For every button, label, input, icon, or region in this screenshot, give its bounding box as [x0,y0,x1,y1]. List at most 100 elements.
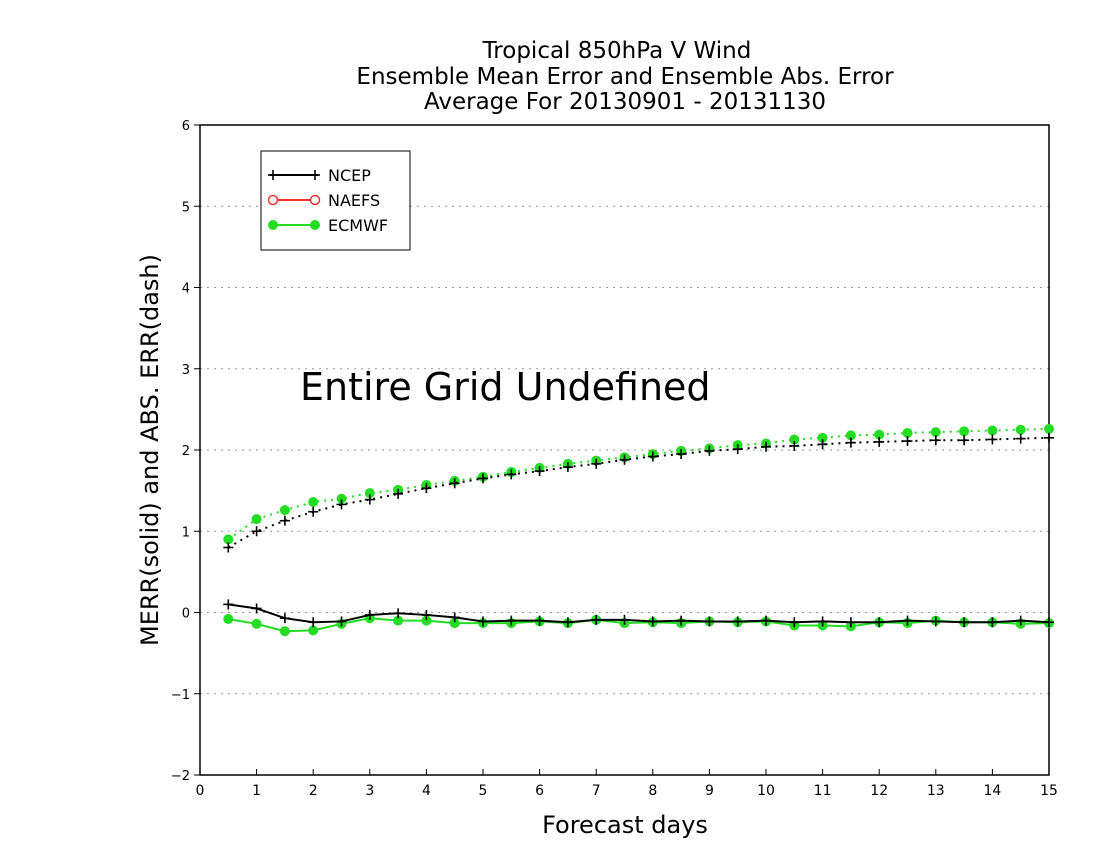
ncep-merr-point [449,612,460,623]
ecmwf-abs-err-point [959,426,970,437]
series-layer [223,423,1054,637]
ecmwf-abs-err-point [279,505,290,516]
ncep-merr-point [845,617,856,628]
ecmwf-merr-point [393,615,404,626]
ncep-merr-point [336,616,347,627]
ncep-abs-err-point [449,478,460,489]
ncep-abs-err-point [279,515,290,526]
ecmwf-abs-err-point [1044,423,1054,434]
x-tick-label: 14 [983,783,1001,799]
ncep-abs-err-point [902,436,913,447]
ncep-merr-point [902,615,913,626]
x-axis-label: Forecast days [542,811,708,839]
y-axis: −2 −1 0 1 2 3 4 5 6 [171,119,200,784]
legend-label-ncep: NCEP [328,166,371,185]
x-tick-label: 8 [648,783,657,799]
ncep-abs-err-point [336,499,347,510]
y-tick-label: 4 [182,282,190,297]
ncep-abs-err-point [223,542,234,553]
ecmwf-abs-err-point [1015,424,1026,435]
x-tick-label: 10 [757,783,775,799]
ecmwf-abs-err-line [227,427,1050,541]
ncep-merr-point [1015,615,1026,626]
ncep-abs-err-point [619,454,630,465]
ecmwf-abs-err-point [874,429,885,440]
legend-marker-ncep [268,170,278,180]
legend-marker-naefs [267,194,279,206]
ncep-merr-point [591,614,602,625]
ecmwf-abs-err-point [987,425,998,436]
ncep-merr-point [478,616,488,627]
ncep-merr-point [506,615,517,626]
legend-label-naefs: NAEFS [328,191,380,210]
ncep-merr-point [364,609,375,620]
ncep-merr-point [987,617,998,628]
ncep-abs-err-point [987,434,998,445]
ncep-abs-err-point [761,441,771,452]
legend-marker-ncep [310,170,320,180]
ecmwf-abs-err-point [336,493,347,504]
ecmwf-abs-err-point [789,434,800,445]
ncep-merr-point [251,603,262,614]
ncep-abs-err-point [251,526,262,537]
ncep-merr-point [393,608,404,619]
ncep-abs-err-point [393,488,404,499]
y-tick-label: 6 [182,119,190,134]
y-tick-label: −1 [171,688,190,703]
x-tick-label: 15 [1040,783,1058,799]
x-tick-label: 13 [927,783,945,799]
ncep-merr-point [534,615,545,626]
ncep-merr-point [562,617,573,628]
y-tick-label: 0 [182,607,190,622]
ncep-merr-point [223,599,234,610]
ncep-merr-point [789,617,800,628]
ecmwf-abs-err-point [364,488,375,499]
ncep-abs-err-point [732,444,743,455]
ecmwf-abs-err-point [251,514,262,525]
ncep-merr-point [874,617,885,628]
ncep-abs-err-point [308,506,319,517]
ecmwf-abs-err-point [930,427,941,438]
x-tick-label: 11 [814,783,832,799]
ncep-merr-point [930,616,941,627]
y-axis-label: MERR(solid) and ABS. ERR(dash) [136,254,164,646]
ecmwf-merr-point [449,618,460,629]
ncep-merr-point [761,615,771,626]
x-tick-label: 5 [479,783,488,799]
y-tick-label: 5 [182,200,190,215]
y-tick-label: −2 [171,769,190,784]
ecmwf-merr-point [421,615,432,626]
ncep-merr-line [228,603,1050,624]
ncep-merr-point [619,614,630,625]
chart-title-line-3: Average For 20130901 - 20131130 [424,89,826,115]
ncep-abs-err-point [478,473,488,484]
ncep-merr-point [279,613,290,624]
ncep-abs-err-point [1044,432,1054,443]
x-tick-label: 12 [870,783,888,799]
x-tick-label: 9 [705,783,714,799]
y-tick-label: 1 [182,525,190,540]
ncep-merr-point [308,617,319,628]
ncep-abs-err-point [676,449,687,460]
legend-marker-ecmwf [268,220,278,230]
legend: NCEP NAEFS ECMWF [260,150,411,251]
ncep-abs-err-point [845,437,856,448]
ncep-merr-point [959,617,970,628]
ecmwf-merr-point [251,618,262,629]
legend-marker-ecmwf [310,220,320,230]
x-tick-label: 3 [365,783,374,799]
x-axis: 0 1 2 3 4 5 6 7 8 9 10 11 12 13 14 15 [196,769,1058,799]
ncep-abs-err-line [227,436,1050,549]
ncep-merr-point [817,616,828,627]
ecmwf-abs-err-point [902,427,913,438]
ncep-merr-point [704,616,715,627]
y-tick-label: 3 [182,363,190,378]
y-tick-label: 2 [182,444,190,459]
ecmwf-abs-err-point [223,534,234,545]
ncep-merr-point [1044,617,1054,628]
ncep-abs-err-point [817,439,828,450]
x-tick-label: 0 [196,783,205,799]
ncep-merr-point [421,609,432,620]
chart-title-line-2: Ensemble Mean Error and Ensemble Abs. Er… [356,64,894,90]
